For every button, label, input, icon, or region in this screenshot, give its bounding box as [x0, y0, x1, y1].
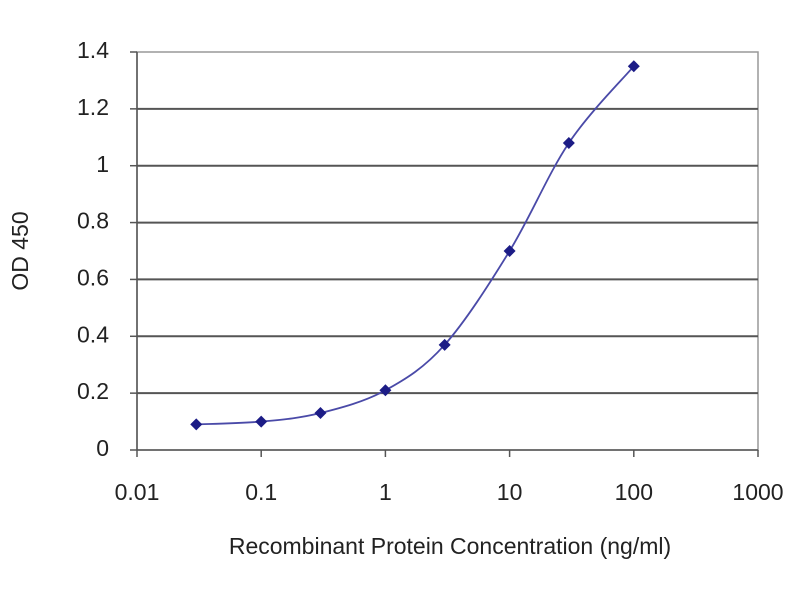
x-tick-label: 100	[615, 479, 653, 505]
x-tick-label: 1	[379, 479, 392, 505]
x-tick-label: 10	[497, 479, 523, 505]
data-point	[379, 384, 392, 397]
x-tick-label: 1000	[732, 479, 783, 505]
plot-area	[136, 51, 759, 451]
data-point	[314, 407, 327, 420]
data-point	[503, 245, 516, 257]
y-axis-label: OD 450	[7, 211, 33, 290]
data-point	[438, 338, 451, 351]
x-tick-label: 0.01	[115, 479, 160, 505]
data-point	[627, 60, 640, 73]
y-tick-label: 0.6	[77, 265, 109, 291]
y-tick-label: 0	[96, 435, 109, 461]
data-point	[190, 418, 203, 431]
y-tick-label: 0.2	[77, 378, 109, 404]
data-point	[255, 415, 268, 428]
data-point	[562, 136, 575, 149]
y-tick-label: 0.4	[77, 321, 109, 347]
y-tick-label: 0.8	[77, 208, 109, 234]
y-tick-label: 1.2	[77, 94, 109, 120]
x-axis-label: Recombinant Protein Concentration (ng/ml…	[229, 533, 671, 559]
y-tick-label: 1	[96, 151, 109, 177]
y-tick-label: 1.4	[77, 37, 109, 63]
x-tick-label: 0.1	[245, 479, 277, 505]
